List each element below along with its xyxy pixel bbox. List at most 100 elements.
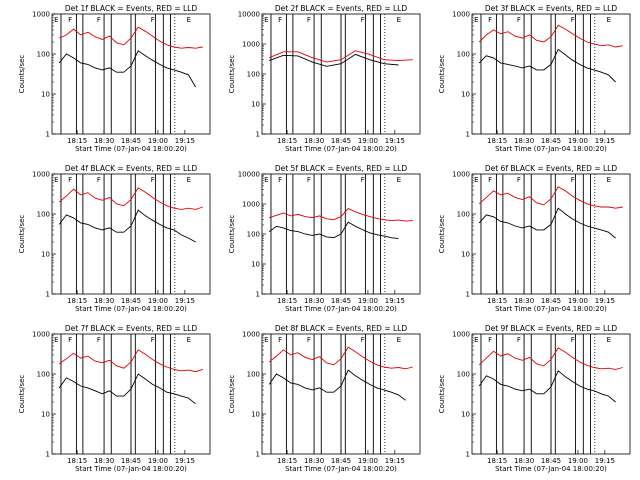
annotation-label: E <box>474 16 478 24</box>
x-tick-label: 18:15 <box>67 297 87 305</box>
y-axis-title: Counts/sec <box>18 55 26 94</box>
y-tick-label: 10 <box>41 251 50 259</box>
x-tick-label: 18:45 <box>541 137 561 145</box>
x-axis-title: Start Time (07-Jan-04 18:00:20) <box>495 145 607 153</box>
annotation-label: F <box>97 336 101 344</box>
annotation-label: F <box>307 16 311 24</box>
x-tick-label: 19:15 <box>595 137 615 145</box>
annotation-label: E <box>397 176 401 184</box>
x-axis-title: Start Time (07-Jan-04 18:00:20) <box>495 465 607 473</box>
annotation-label: E <box>187 336 191 344</box>
x-tick-label: 19:00 <box>148 137 168 145</box>
x-tick-label: 19:00 <box>568 297 588 305</box>
annotation-label: E <box>187 16 191 24</box>
y-tick-label: 10 <box>41 411 50 419</box>
series-line-events <box>268 369 406 401</box>
y-tick-label: 1 <box>256 131 260 139</box>
annotation-label: F <box>361 176 365 184</box>
series-line-lld <box>268 346 413 370</box>
series-line-events <box>58 50 196 88</box>
annotation-label: F <box>488 176 492 184</box>
chart-title: Det 7f BLACK = Events, RED = LLD <box>65 324 198 333</box>
chart-panel-4: Det 4f BLACK = Events, RED = LLD 1 10 100 10… <box>18 164 211 313</box>
y-tick-label: 100 <box>37 371 50 379</box>
x-tick-label: 18:15 <box>487 457 507 465</box>
x-axis-title: Start Time (07-Jan-04 18:00:20) <box>75 305 187 313</box>
x-axis-title: Start Time (07-Jan-04 18:00:20) <box>495 305 607 313</box>
y-tick-label: 1000 <box>32 171 50 179</box>
annotation-label: E <box>264 176 268 184</box>
x-tick-label: 18:30 <box>304 137 324 145</box>
series-line-events <box>269 53 399 67</box>
annotation-label: F <box>151 16 155 24</box>
annotation-label: E <box>474 176 478 184</box>
series-line-lld <box>59 26 203 49</box>
annotation-label: F <box>488 336 492 344</box>
y-tick-label: 10 <box>461 91 470 99</box>
y-tick-label: 1000 <box>242 41 260 49</box>
y-tick-label: 100 <box>457 371 470 379</box>
x-tick-label: 18:15 <box>277 457 297 465</box>
annotation-label: F <box>307 176 311 184</box>
x-tick-label: 18:15 <box>277 137 297 145</box>
chart-panel-6: Det 6f BLACK = Events, RED = LLD 1 10 100 10… <box>438 164 631 313</box>
y-axis-title: Counts/sec <box>438 55 446 94</box>
chart-title: Det 6f BLACK = Events, RED = LLD <box>485 164 618 173</box>
series-line-events <box>268 221 399 240</box>
y-tick-label: 10000 <box>238 171 260 179</box>
chart-title: Det 9f BLACK = Events, RED = LLD <box>485 324 618 333</box>
x-tick-label: 19:15 <box>175 297 195 305</box>
annotation-label: E <box>187 176 191 184</box>
x-tick-label: 19:15 <box>595 457 615 465</box>
y-tick-label: 100 <box>37 211 50 219</box>
chart-panel-7: Det 7f BLACK = Events, RED = LLD 1 10 100 10… <box>18 324 211 473</box>
series-line-lld <box>478 186 623 209</box>
annotation-label: F <box>68 176 72 184</box>
y-tick-label: 1 <box>46 131 50 139</box>
x-tick-label: 19:00 <box>148 297 168 305</box>
y-tick-label: 100 <box>37 51 50 59</box>
x-tick-label: 18:15 <box>487 137 507 145</box>
x-axis-title: Start Time (07-Jan-04 18:00:20) <box>285 465 397 473</box>
annotation-label: F <box>151 176 155 184</box>
x-tick-label: 18:30 <box>304 297 324 305</box>
y-axis-title: Counts/sec <box>228 55 236 94</box>
chart-panel-5: Det 5f BLACK = Events, RED = LLD 1 10 100 10… <box>228 164 421 313</box>
y-tick-label: 1000 <box>242 201 260 209</box>
series-line-events <box>58 373 196 405</box>
y-tick-label: 1000 <box>32 331 50 339</box>
annotation-label: E <box>607 336 611 344</box>
chart-title: Det 2f BLACK = Events, RED = LLD <box>275 4 408 13</box>
x-tick-label: 19:00 <box>148 457 168 465</box>
y-tick-label: 10 <box>41 91 50 99</box>
y-tick-label: 1000 <box>452 171 470 179</box>
annotation-label: F <box>278 16 282 24</box>
x-tick-label: 18:45 <box>541 457 561 465</box>
x-tick-label: 18:15 <box>67 457 87 465</box>
annotation-label: F <box>361 16 365 24</box>
y-tick-label: 1000 <box>452 11 470 19</box>
chart-panel-2: Det 2f BLACK = Events, RED = LLD 1 10 100 10… <box>228 4 421 153</box>
annotation-label: F <box>68 16 72 24</box>
y-tick-label: 1000 <box>452 331 470 339</box>
x-tick-label: 18:45 <box>331 137 351 145</box>
chart-title: Det 3f BLACK = Events, RED = LLD <box>485 4 618 13</box>
y-tick-label: 100 <box>457 211 470 219</box>
x-tick-label: 19:00 <box>358 137 378 145</box>
annotation-label: F <box>571 176 575 184</box>
x-tick-label: 18:30 <box>94 137 114 145</box>
y-tick-label: 10 <box>251 411 260 419</box>
y-tick-label: 10 <box>251 261 260 269</box>
x-tick-label: 18:30 <box>514 457 534 465</box>
annotation-label: E <box>264 16 268 24</box>
series-line-events <box>478 48 616 83</box>
annotation-label: F <box>97 176 101 184</box>
annotation-label: F <box>517 336 521 344</box>
annotation-label: F <box>488 16 492 24</box>
annotation-label: F <box>571 16 575 24</box>
x-tick-label: 19:00 <box>358 457 378 465</box>
series-line-lld <box>478 24 623 48</box>
y-tick-label: 100 <box>247 71 260 79</box>
series-line-lld <box>478 347 623 370</box>
